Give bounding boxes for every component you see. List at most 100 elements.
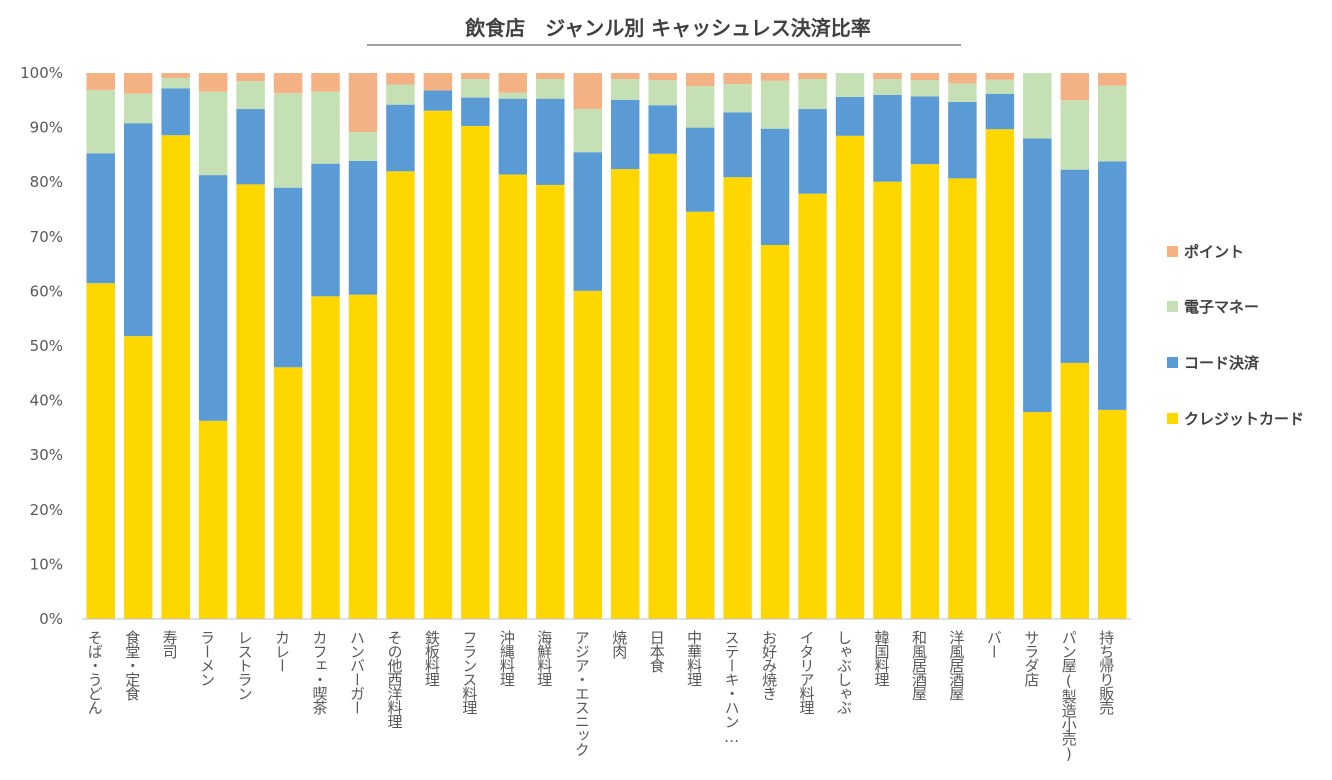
bar-segment <box>386 171 415 619</box>
bar-segment <box>985 79 1015 94</box>
category-label: ステーキ・ハン… <box>723 630 741 745</box>
y-tick-label: 30% <box>30 446 63 464</box>
bar-segment <box>161 77 190 89</box>
bar-segment <box>1023 412 1052 619</box>
bar-segment <box>611 169 640 619</box>
bar-segment <box>498 92 528 99</box>
bar-segment <box>273 367 303 619</box>
category-label: カレー <box>273 630 291 672</box>
category-label: 持ち帰り販売 <box>1097 630 1115 716</box>
category-label: 和風居酒屋 <box>910 630 928 701</box>
y-tick-label: 80% <box>30 173 63 191</box>
category-label: サラダ店 <box>1022 630 1040 687</box>
bar-segment <box>161 88 190 136</box>
legend-swatch <box>1167 301 1178 312</box>
category-label: パン屋(製造小売) <box>1060 630 1078 762</box>
y-tick-label: 50% <box>30 337 63 355</box>
bars <box>86 73 1127 620</box>
bar-segment <box>1060 73 1090 101</box>
bar-segment <box>798 73 827 80</box>
bar-segment <box>461 97 490 126</box>
bar-segment <box>910 96 940 165</box>
bar-segment <box>685 86 715 128</box>
bar-segment <box>948 73 977 84</box>
bar-segment <box>835 135 865 620</box>
category-label: 洋風居酒屋 <box>947 630 965 701</box>
category-label: イタリア料理 <box>798 630 816 715</box>
bar-segment <box>948 178 977 619</box>
bar-segment <box>161 73 190 78</box>
bar-segment <box>1060 100 1090 170</box>
x-axis-labels: そば・うどん 食堂・定食 寿司 ラーメン レストラン カレー カフェ・喫茶 ハンバーガー その他… <box>86 630 1116 762</box>
bar-segment <box>611 99 640 170</box>
bar-segment <box>723 83 752 113</box>
category-label: 日本食 <box>648 630 666 673</box>
bar-segment <box>985 93 1015 130</box>
bar-segment <box>86 89 115 154</box>
legend-swatch <box>1167 246 1178 257</box>
bar-segment <box>985 73 1015 80</box>
bar-segment <box>648 80 677 106</box>
category-label: ハンバーガー <box>348 630 366 714</box>
bar-segment <box>311 73 340 92</box>
bar-segment <box>123 123 153 337</box>
category-label: 焼肉 <box>610 630 628 659</box>
bar-segment <box>798 79 827 110</box>
bar-segment <box>1060 362 1090 619</box>
bar-segment <box>198 91 228 176</box>
bar-segment <box>760 80 790 129</box>
bar-segment <box>461 73 490 80</box>
bar-segment <box>573 109 602 153</box>
category-label: その他西洋料理 <box>385 630 403 729</box>
y-tick-label: 10% <box>30 555 63 573</box>
category-label: バー <box>985 630 1003 658</box>
bar-segment <box>573 290 602 619</box>
bar-segment <box>723 112 752 178</box>
bar-segment <box>498 73 528 93</box>
bar-segment <box>348 73 378 132</box>
bar-segment <box>611 73 640 80</box>
category-label: そば・うどん <box>86 630 104 714</box>
legend-label: ポイント <box>1184 243 1244 261</box>
bar-segment <box>835 73 865 98</box>
bar-segment <box>273 73 303 94</box>
bar-segment <box>461 125 490 620</box>
category-label: アジア・エスニック <box>573 630 591 757</box>
bar-segment <box>1098 73 1127 86</box>
legend-label: 電子マネー <box>1184 298 1259 316</box>
bar-segment <box>573 152 602 291</box>
bar-segment <box>798 109 827 194</box>
category-label: 中華料理 <box>685 630 703 687</box>
category-label: しゃぶしゃぶ <box>835 630 853 714</box>
bar-segment <box>648 73 677 81</box>
bar-segment <box>1023 138 1052 413</box>
category-label: 海鮮料理 <box>535 630 553 687</box>
bar-segment <box>236 184 265 619</box>
category-label: お好み焼き <box>760 630 778 701</box>
bar-segment <box>461 79 490 98</box>
bar-segment <box>910 164 940 619</box>
legend-swatch <box>1167 357 1178 368</box>
bar-segment <box>648 153 677 619</box>
category-label: 食堂・定食 <box>123 630 141 701</box>
bar-segment <box>985 129 1015 620</box>
y-tick-label: 90% <box>30 119 63 137</box>
bar-segment <box>123 73 153 94</box>
bar-segment <box>685 73 715 87</box>
bar-segment <box>760 73 790 81</box>
bar-segment <box>910 73 940 81</box>
bar-segment <box>1098 161 1127 410</box>
legend-label: コード決済 <box>1184 354 1260 372</box>
bar-segment <box>386 73 415 85</box>
category-label: 寿司 <box>161 630 179 659</box>
bar-segment <box>311 296 340 619</box>
category-label: 韓国料理 <box>872 630 890 687</box>
bar-segment <box>423 73 453 91</box>
bar-segment <box>723 73 752 84</box>
category-label: レストラン <box>236 630 254 700</box>
chart-title: 飲食店 ジャンル別 キャッシュレス決済比率 <box>464 16 871 40</box>
bar-segment <box>1098 85 1127 162</box>
bar-segment <box>311 163 340 297</box>
bar-segment <box>873 181 902 619</box>
